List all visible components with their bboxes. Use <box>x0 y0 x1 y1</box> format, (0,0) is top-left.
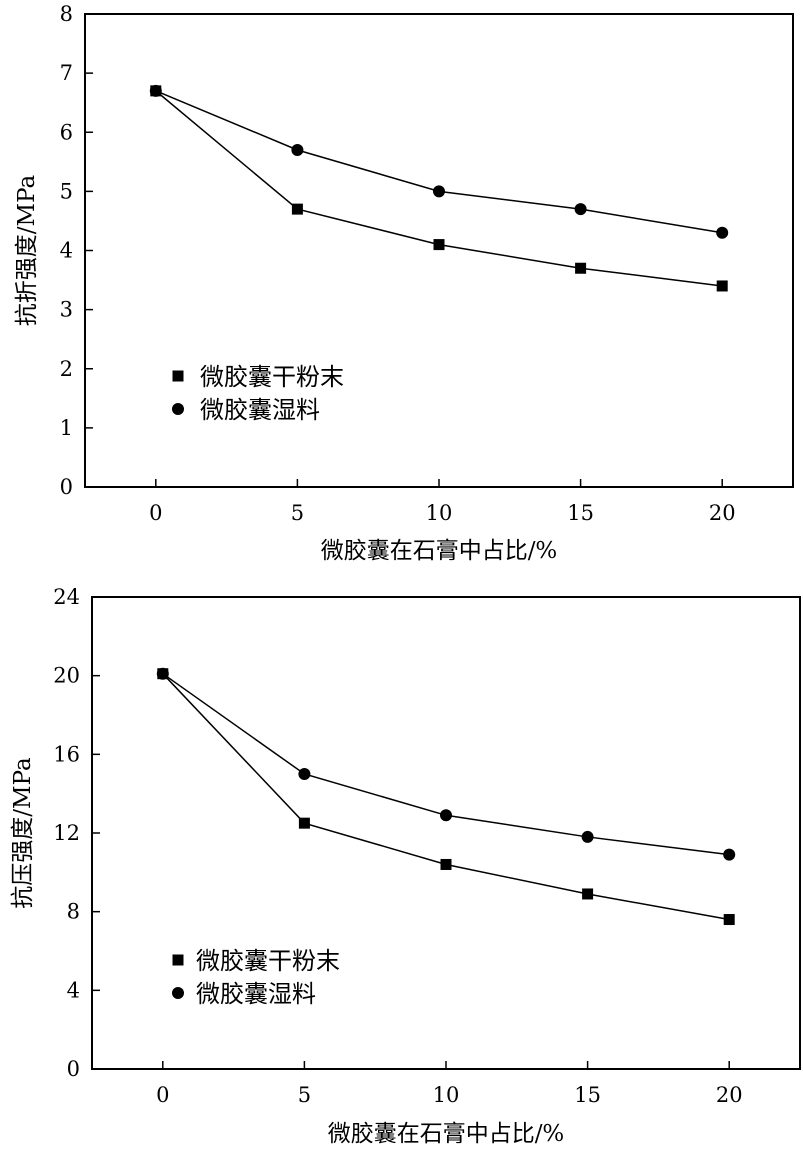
x-tick-label: 5 <box>291 501 304 525</box>
y-tick-label: 16 <box>53 742 80 766</box>
data-point-circle <box>581 830 594 843</box>
data-point-square <box>716 280 728 292</box>
x-axis-title: 微胶囊在石膏中占比/% <box>328 1121 565 1147</box>
legend-label: 微胶囊湿料 <box>200 396 320 424</box>
x-tick-label: 20 <box>716 1083 743 1107</box>
y-tick-label: 3 <box>60 298 73 322</box>
x-tick-label: 0 <box>156 1083 169 1107</box>
y-tick-label: 12 <box>53 821 80 845</box>
y-tick-label: 4 <box>60 239 73 263</box>
x-tick-label: 10 <box>426 501 453 525</box>
y-tick-label: 5 <box>60 179 73 203</box>
data-point-square <box>291 203 303 215</box>
y-tick-label: 0 <box>60 475 73 499</box>
data-point-circle <box>298 768 311 780</box>
x-tick-label: 15 <box>574 1083 601 1107</box>
data-point-circle <box>156 667 169 680</box>
legend-marker-square <box>172 954 184 966</box>
legend-marker-circle <box>172 403 184 415</box>
legend-marker-circle <box>172 987 184 999</box>
data-point-circle <box>440 809 452 822</box>
chart-2: 0 4 8 12 16 20 24 0 5 10 15 20 微胶囊在石膏中占比/% 抗压强度/MPa 微胶… <box>10 585 801 1147</box>
x-tick-label: 10 <box>433 1083 460 1107</box>
y-tick-label: 20 <box>53 664 80 688</box>
data-point-circle <box>291 143 304 156</box>
y-tick-label: 1 <box>60 416 73 440</box>
y-tick-label: 0 <box>67 1057 80 1081</box>
data-point-circle <box>433 185 445 198</box>
y-axis-title: 抗折强度/MPa <box>14 174 40 326</box>
y-tick-label: 4 <box>67 978 80 1002</box>
y-tick-label: 8 <box>60 2 73 26</box>
data-point-square <box>440 858 452 870</box>
plot-frame <box>84 13 794 488</box>
y-tick-label: 6 <box>60 120 73 144</box>
legend-label: 微胶囊干粉末 <box>196 947 340 975</box>
data-point-square <box>575 262 587 274</box>
data-point-square <box>723 914 735 926</box>
y-tick-label: 2 <box>60 357 73 381</box>
data-point-circle <box>716 226 729 239</box>
legend-label: 微胶囊干粉末 <box>200 363 344 391</box>
y-tick-label: 7 <box>60 61 73 85</box>
x-tick-label: 5 <box>298 1083 311 1107</box>
y-tick-label: 24 <box>53 585 80 609</box>
y-tick-label: 8 <box>67 900 80 924</box>
x-axis-title: 微胶囊在石膏中占比/% <box>321 538 558 564</box>
data-point-circle <box>574 203 587 216</box>
data-point-square <box>582 888 594 900</box>
data-point-square <box>298 817 310 829</box>
x-tick-label: 20 <box>709 501 736 525</box>
legend-label: 微胶囊湿料 <box>196 980 316 1008</box>
x-tick-label: 0 <box>149 501 162 525</box>
x-tick-label: 15 <box>567 501 594 525</box>
y-axis-title: 抗压强度/MPa <box>10 757 36 909</box>
chart-1: 0 1 2 3 4 5 6 7 8 0 5 10 15 20 微胶囊在石膏中占比/% 抗折强度/MPa 微胶囊干… <box>14 2 794 564</box>
legend-marker-square <box>172 370 184 382</box>
series-line-dry <box>162 673 730 921</box>
data-point-square <box>433 239 445 251</box>
data-point-circle <box>149 84 162 97</box>
data-point-circle <box>723 848 736 861</box>
